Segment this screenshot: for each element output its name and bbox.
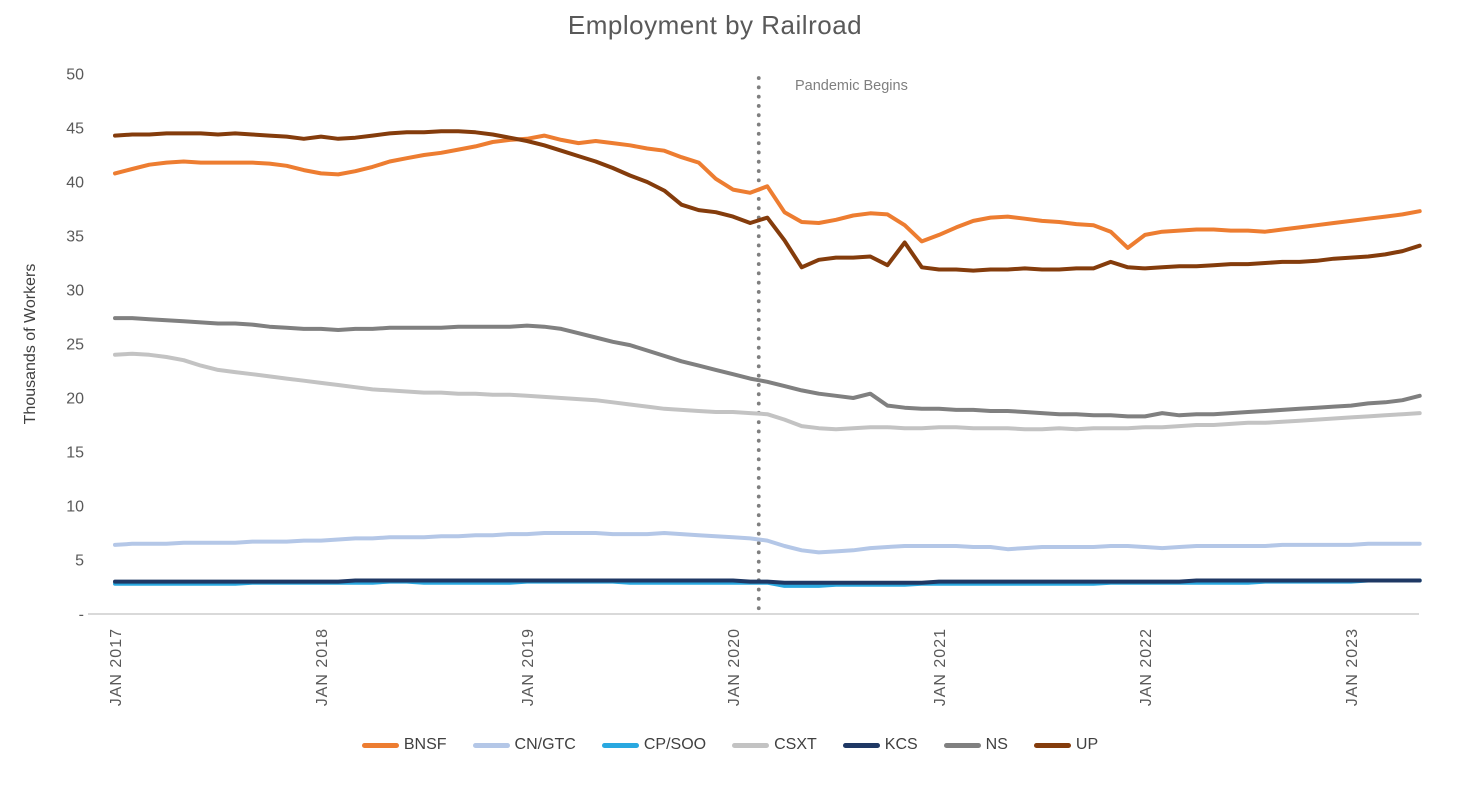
legend-swatch-cn-gtc — [472, 742, 510, 748]
legend-label-cp-soo: CP/SOO — [643, 736, 707, 753]
legend-item-bnsf: BNSF — [361, 736, 447, 754]
legend-label-kcs: KCS — [884, 736, 918, 753]
x-tick-label: JAN 2020 — [726, 628, 743, 706]
chart-title: Employment by Railroad — [567, 10, 863, 40]
legend-item-up: UP — [1033, 736, 1099, 754]
y-tick-label: 5 — [75, 553, 84, 570]
y-tick-label: 50 — [66, 67, 84, 84]
y-tick-label: 40 — [66, 175, 84, 192]
series-line-bnsf — [113, 133, 1422, 250]
legend-item-cp-soo: CP/SOO — [601, 736, 707, 754]
series-line-csxt — [113, 351, 1422, 432]
series-line-cn-gtc — [113, 531, 1422, 555]
series-line-up — [113, 129, 1422, 273]
legend-swatch-ns — [943, 742, 981, 748]
legend-swatch-bnsf — [361, 742, 399, 748]
y-tick-label: 10 — [66, 499, 84, 516]
legend-label-cn-gtc: CN/GTC — [514, 736, 576, 753]
x-tick-label: JAN 2017 — [108, 628, 125, 706]
legend-label-up: UP — [1075, 736, 1099, 753]
x-tick-label: JAN 2022 — [1138, 628, 1155, 706]
legend-swatch-up — [1033, 742, 1071, 748]
y-tick-label: - — [79, 607, 84, 624]
x-tick-label: JAN 2023 — [1344, 628, 1361, 706]
pandemic-annotation: Pandemic Begins — [795, 78, 908, 94]
legend-swatch-kcs — [842, 742, 880, 748]
x-tick-label: JAN 2019 — [520, 628, 537, 706]
y-tick-label: 30 — [66, 283, 84, 300]
legend-item-csxt: CSXT — [732, 736, 817, 754]
legend-label-bnsf: BNSF — [403, 736, 447, 753]
y-tick-label: 20 — [66, 391, 84, 408]
legend-swatch-cp-soo — [601, 742, 639, 748]
y-tick-label: 15 — [66, 445, 84, 462]
legend-label-ns: NS — [985, 736, 1008, 753]
legend-label-csxt: CSXT — [774, 736, 817, 753]
x-tick-label: JAN 2021 — [932, 628, 949, 706]
series-line-kcs — [113, 578, 1422, 585]
legend-item-cn-gtc: CN/GTC — [472, 736, 576, 754]
legend-swatch-csxt — [732, 742, 770, 748]
legend-item-ns: NS — [943, 736, 1008, 754]
legend-item-kcs: KCS — [842, 736, 918, 754]
y-tick-label: 25 — [66, 337, 84, 354]
y-tick-label: 45 — [66, 121, 84, 138]
y-tick-label: 35 — [66, 229, 84, 246]
legend: BNSF CN/GTC CP/SOO CSXT KCS NS UP — [0, 728, 1460, 762]
x-tick-label: JAN 2018 — [314, 628, 331, 706]
series-line-ns — [113, 316, 1422, 419]
